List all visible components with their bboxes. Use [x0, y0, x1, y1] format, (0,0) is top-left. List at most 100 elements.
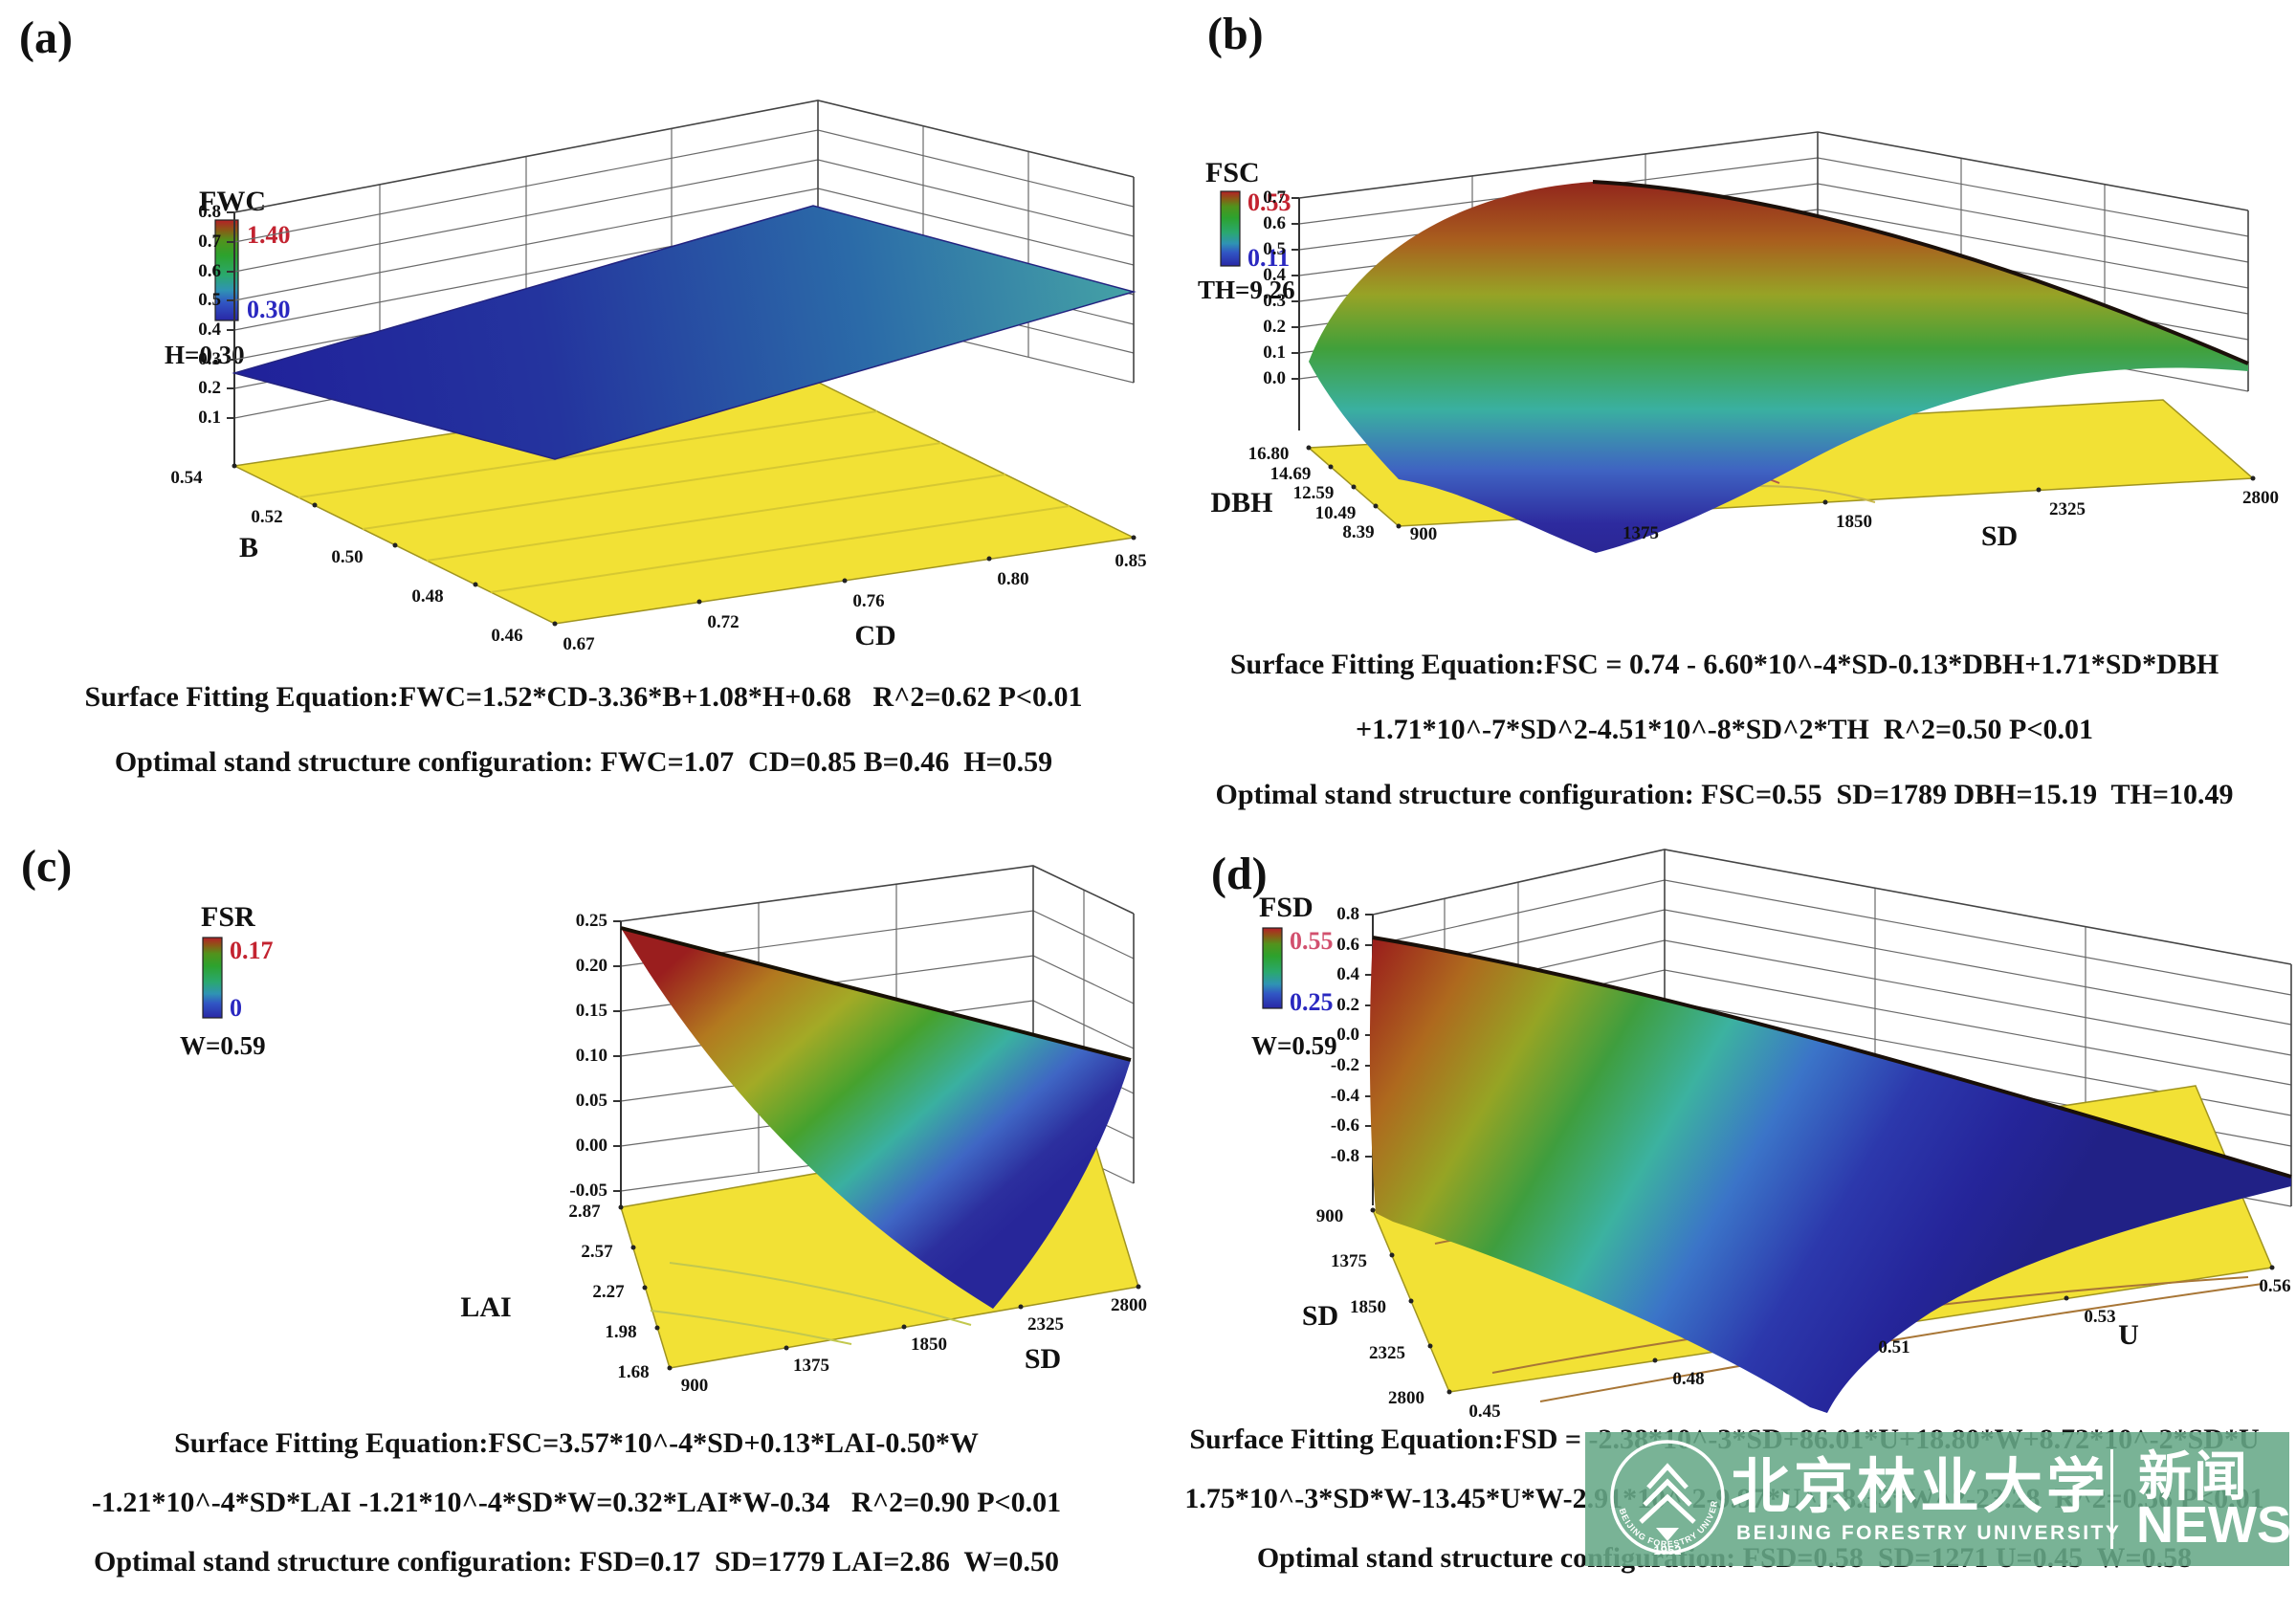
colorbar-min-label: 0.30 — [247, 296, 291, 323]
colorbar — [1221, 191, 1240, 266]
z-tick-label: 0.2 — [1263, 317, 1286, 337]
left-axis-tick: 1.68 — [617, 1362, 649, 1382]
left-axis-tick: 12.59 — [1293, 483, 1335, 503]
fixed-param-label: TH=9.26 — [1198, 276, 1295, 304]
z-axis — [613, 920, 622, 1207]
equation-line: Surface Fitting Equation:FWC=1.52*CD-3.3… — [84, 681, 1083, 713]
colorbar — [1263, 928, 1282, 1008]
left-axis-tick: 16.80 — [1248, 444, 1290, 464]
right-axis-tick: 0.85 — [1115, 551, 1146, 571]
colorbar-frame — [1220, 190, 1241, 267]
left-axis-tick: 900 — [1316, 1206, 1344, 1226]
z-tick-label: 0.3 — [1263, 291, 1286, 311]
right-axis-tick: 2325 — [2049, 499, 2086, 519]
right-axis-tick: 2325 — [1027, 1314, 1064, 1335]
colorbar-max-label: 0.55 — [1290, 927, 1334, 955]
banner-divider — [2110, 1449, 2113, 1549]
z-tick-label: 0.1 — [1263, 342, 1286, 363]
z-tick-label: 0.00 — [576, 1136, 607, 1156]
university-seal-icon: 1952 BEIJING FORESTRY UNIVERSITY — [1599, 1434, 1725, 1557]
right-axis-tick: 2800 — [2242, 488, 2279, 508]
panel-d-label: (d) — [1211, 849, 1268, 899]
tree-icon — [1639, 1463, 1696, 1524]
left-axis-tick: 1850 — [1350, 1297, 1386, 1317]
colorbar-min-label: 0.25 — [1290, 988, 1334, 1016]
colorbar-min-label: 0.11 — [1247, 244, 1290, 272]
right-axis-title: SD — [1025, 1343, 1061, 1375]
watermark-banner: 1952 BEIJING FORESTRY UNIVERSITY 北京林业大学 … — [1585, 1432, 2291, 1566]
colorbar-frame — [202, 937, 223, 1019]
left-axis-tick: 1375 — [1331, 1251, 1367, 1271]
z-tick-label: 0.6 — [1263, 213, 1286, 233]
right-axis-tick: 0.56 — [2259, 1276, 2290, 1296]
z-tick-label: 0.5 — [1263, 239, 1286, 259]
colorbar-min-label: 0 — [230, 994, 242, 1022]
left-axis-tick: 2800 — [1388, 1388, 1424, 1408]
left-axis-title: B — [239, 532, 258, 563]
news-label-english: NEWS — [2136, 1496, 2291, 1554]
z-tick-label: 0.05 — [576, 1091, 607, 1111]
equation-line: Surface Fitting Equation:FSC = 0.74 - 6.… — [1229, 649, 2219, 680]
equation-line: Optimal stand structure configuration: F… — [1215, 779, 2234, 810]
equation-line: Surface Fitting Equation:FSC=3.57*10^-4*… — [174, 1427, 979, 1459]
z-tick-label: -0.8 — [1331, 1146, 1359, 1166]
surface-ridge-edge — [620, 926, 1132, 1062]
z-tick-label: 0.20 — [576, 956, 607, 976]
colorbar-max-label: 1.40 — [247, 221, 291, 249]
mountain-icon — [1656, 1528, 1679, 1541]
fixed-param-label: W=0.59 — [180, 1031, 266, 1060]
response-surface — [232, 205, 1137, 460]
colorbar-title: FSR — [201, 901, 255, 933]
grid-lines-vertical — [379, 126, 1029, 390]
right-axis-tick: 1850 — [1836, 512, 1872, 532]
right-axis-tick: 0.48 — [1672, 1369, 1704, 1389]
z-tick-label: 0.2 — [1336, 995, 1359, 1015]
panel-b-equations: Surface Fitting Equation:FSC = 0.74 - 6.… — [1153, 649, 2296, 844]
panel-b-label: (b) — [1207, 9, 1264, 59]
right-axis-tick: 0.51 — [1878, 1337, 1910, 1357]
z-tick-label: 0.4 — [198, 320, 221, 340]
colorbar-max-label: 0.17 — [230, 937, 274, 964]
right-axis-tick: 1375 — [793, 1356, 829, 1376]
z-tick-label: -0.6 — [1331, 1115, 1359, 1136]
left-axis-title: SD — [1302, 1300, 1338, 1332]
z-tick-label: -0.2 — [1331, 1055, 1359, 1075]
panel-a-label: (a) — [19, 12, 73, 63]
right-axis-tick: 0.53 — [2084, 1307, 2115, 1327]
floor-contours — [298, 410, 1071, 593]
right-axis-tick: 1375 — [1623, 523, 1659, 543]
z-tick-label: -0.4 — [1331, 1086, 1360, 1106]
right-axis-tick: 2800 — [1111, 1295, 1147, 1315]
response-surface — [1369, 938, 2291, 1413]
right-axis-tick: 0.67 — [563, 634, 595, 651]
colorbar-title: FSC — [1205, 157, 1260, 188]
z-tick-label: 0.15 — [576, 1001, 607, 1021]
colorbar-title: FSD — [1259, 892, 1314, 923]
equation-line: +1.71*10^-7*SD^2-4.51*10^-8*SD^2*TH R^2=… — [1356, 714, 2093, 745]
right-axis-title: U — [2118, 1319, 2139, 1351]
z-tick-label: 0.6 — [198, 261, 221, 281]
z-tick-label: 0.2 — [198, 378, 221, 398]
fixed-param-label: W=0.59 — [1251, 1031, 1337, 1060]
z-tick-label: 0.5 — [198, 290, 221, 310]
z-tick-label: 0.6 — [1336, 935, 1359, 955]
right-axis-tick: 900 — [1410, 524, 1438, 544]
equation-line: -1.21*10^-4*SD*LAI -1.21*10^-4*SD*W=0.32… — [91, 1487, 1062, 1518]
left-axis-tick: 0.48 — [411, 586, 443, 607]
colorbar-max-label: 0.53 — [1247, 188, 1292, 216]
response-surface — [621, 928, 1131, 1309]
z-tick-label: -0.05 — [569, 1181, 607, 1201]
panel-b-plot: FSC 0.53 0.11 TH=9.26 0.7 0.6 0.5 0.4 0.… — [1198, 131, 2279, 553]
right-axis-tick: 1850 — [911, 1335, 947, 1355]
z-tick-label: 0.0 — [1263, 368, 1286, 388]
equation-line: Optimal stand structure configuration: F… — [94, 1546, 1059, 1578]
left-axis-tick: 0.50 — [331, 547, 363, 567]
left-axis-tick: 10.49 — [1315, 503, 1357, 523]
left-axis-title: LAI — [460, 1291, 511, 1323]
z-tick-label: 0.25 — [576, 911, 607, 931]
left-axis-tick: 0.46 — [491, 626, 522, 646]
floor-contours — [650, 1262, 972, 1345]
left-axis-tick: 8.39 — [1342, 522, 1374, 542]
z-tick-label: 0.8 — [198, 202, 221, 222]
left-axis-tick: 0.54 — [170, 468, 203, 488]
